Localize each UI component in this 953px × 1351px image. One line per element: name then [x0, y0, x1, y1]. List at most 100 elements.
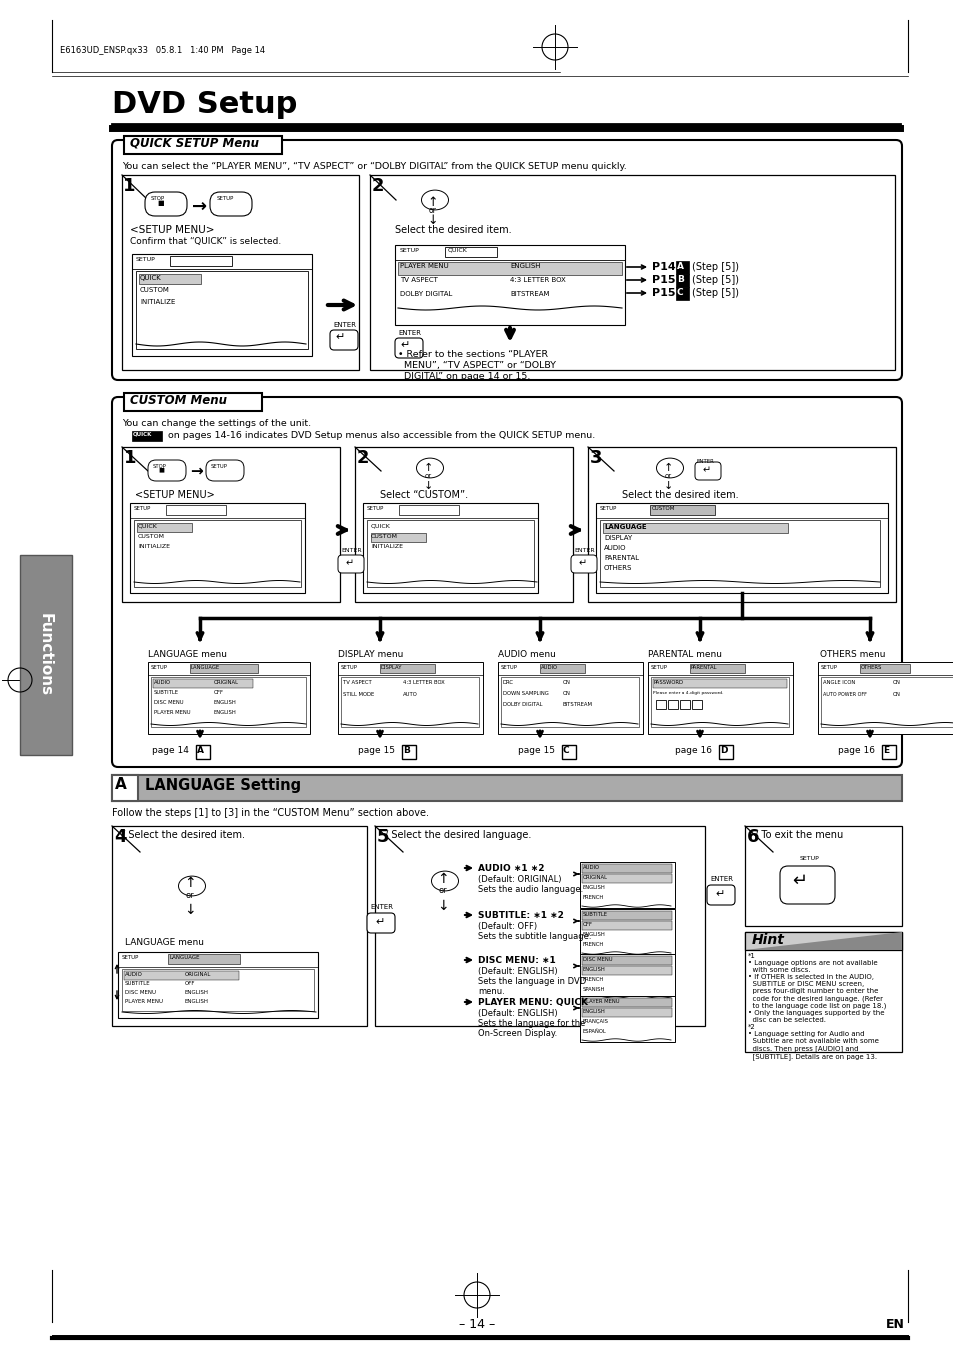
FancyBboxPatch shape — [210, 192, 252, 216]
Text: QUICK: QUICK — [132, 432, 152, 436]
Text: ENGLISH: ENGLISH — [582, 1009, 605, 1015]
Bar — [20, 555, 71, 755]
Text: 5: 5 — [376, 828, 389, 846]
Bar — [139, 274, 201, 284]
Bar — [650, 677, 788, 727]
Bar — [676, 274, 688, 286]
Text: INITIALIZE: INITIALIZE — [371, 544, 402, 549]
FancyBboxPatch shape — [112, 141, 901, 380]
Text: OFF: OFF — [185, 981, 195, 986]
Text: <SETUP MENU>: <SETUP MENU> — [130, 226, 214, 235]
Text: 3: 3 — [589, 449, 602, 467]
Text: ↵: ↵ — [578, 558, 586, 567]
Bar — [539, 663, 584, 673]
FancyBboxPatch shape — [695, 462, 720, 480]
Bar — [122, 969, 314, 1011]
Bar — [744, 932, 901, 950]
Bar — [371, 534, 426, 542]
Text: ↑: ↑ — [184, 875, 195, 890]
Text: / To exit the menu: / To exit the menu — [754, 830, 842, 840]
Text: INITIALIZE: INITIALIZE — [140, 299, 175, 305]
Text: SETUP: SETUP — [133, 507, 152, 511]
Text: OFF: OFF — [582, 921, 593, 927]
Text: ORIGINAL: ORIGINAL — [582, 875, 607, 880]
Text: BITSTREAM: BITSTREAM — [510, 290, 549, 297]
Bar — [152, 680, 253, 688]
Bar — [689, 663, 744, 673]
Bar — [363, 503, 537, 593]
Text: ENTER: ENTER — [397, 330, 420, 336]
Bar — [579, 996, 675, 1042]
Text: SETUP: SETUP — [136, 257, 155, 262]
Text: SETUP: SETUP — [650, 665, 667, 670]
Text: DISPLAY menu: DISPLAY menu — [337, 650, 403, 659]
Text: INITIALIZE: INITIALIZE — [138, 544, 170, 549]
Text: or: or — [663, 473, 671, 480]
Text: ↵: ↵ — [400, 340, 409, 350]
Bar — [821, 677, 953, 727]
Bar — [581, 957, 671, 965]
Text: (Default: OFF): (Default: OFF) — [477, 921, 537, 931]
Text: B: B — [402, 746, 410, 755]
Text: ↓: ↓ — [427, 213, 437, 227]
Bar — [195, 744, 210, 759]
Text: Hint: Hint — [751, 934, 784, 947]
Text: ENTER: ENTER — [697, 459, 714, 463]
Bar — [497, 662, 642, 734]
Text: CUSTOM Menu: CUSTOM Menu — [130, 394, 227, 407]
Text: <SETUP MENU>: <SETUP MENU> — [135, 490, 214, 500]
Bar — [581, 911, 671, 920]
Bar — [596, 503, 887, 593]
Text: AUDIO: AUDIO — [153, 680, 171, 685]
Text: A: A — [115, 777, 127, 792]
Text: SETUP: SETUP — [122, 955, 139, 961]
Text: AUDIO: AUDIO — [582, 865, 599, 870]
Text: AUTO: AUTO — [402, 692, 417, 697]
Bar — [587, 447, 895, 603]
Text: LANGUAGE menu: LANGUAGE menu — [148, 650, 227, 659]
Text: SPANISH: SPANISH — [582, 988, 605, 992]
Bar — [340, 677, 478, 727]
Bar — [691, 700, 701, 709]
Text: *1
• Language options are not available
  with some discs.
• If OTHER is selecte: *1 • Language options are not available … — [747, 952, 885, 1059]
Text: You can change the settings of the unit.: You can change the settings of the unit. — [122, 419, 311, 428]
Text: STILL MODE: STILL MODE — [343, 692, 374, 697]
Text: Select the desired item.: Select the desired item. — [621, 490, 738, 500]
Text: or: or — [429, 205, 436, 215]
Text: DISC MENU: DISC MENU — [153, 700, 183, 705]
FancyBboxPatch shape — [571, 555, 597, 573]
Bar — [166, 505, 226, 515]
Text: page 16: page 16 — [675, 746, 711, 755]
Text: page 16: page 16 — [837, 746, 874, 755]
Text: PLAYER MENU: PLAYER MENU — [399, 263, 448, 269]
Ellipse shape — [421, 190, 448, 209]
Bar — [602, 523, 787, 534]
Text: 6: 6 — [746, 828, 759, 846]
Text: SETUP: SETUP — [821, 665, 837, 670]
FancyBboxPatch shape — [395, 338, 422, 358]
FancyBboxPatch shape — [780, 866, 834, 904]
Text: DRC: DRC — [502, 680, 514, 685]
Text: SETUP: SETUP — [340, 665, 357, 670]
Text: ENTER: ENTER — [370, 904, 393, 911]
Text: ↵: ↵ — [702, 465, 710, 476]
Text: A: A — [677, 262, 683, 272]
Text: ■: ■ — [158, 467, 164, 471]
Bar — [118, 952, 317, 1019]
Text: 2: 2 — [372, 177, 384, 195]
FancyBboxPatch shape — [112, 397, 901, 767]
Bar — [148, 662, 310, 734]
Text: DIGITAL” on page 14 or 15.: DIGITAL” on page 14 or 15. — [397, 372, 530, 381]
Bar — [190, 663, 257, 673]
Text: SUBTITLE: SUBTITLE — [125, 981, 151, 986]
Text: PARENTAL: PARENTAL — [603, 555, 639, 561]
Text: AUDIO menu: AUDIO menu — [497, 650, 556, 659]
Text: Select “CUSTOM”.: Select “CUSTOM”. — [379, 490, 468, 500]
Bar — [375, 825, 704, 1025]
Bar — [744, 825, 901, 925]
Text: 4:3 LETTER BOX: 4:3 LETTER BOX — [510, 277, 565, 282]
Text: AUDIO: AUDIO — [125, 971, 143, 977]
Text: SETUP: SETUP — [151, 665, 168, 670]
Bar — [112, 825, 367, 1025]
Text: FRENCH: FRENCH — [582, 977, 603, 982]
